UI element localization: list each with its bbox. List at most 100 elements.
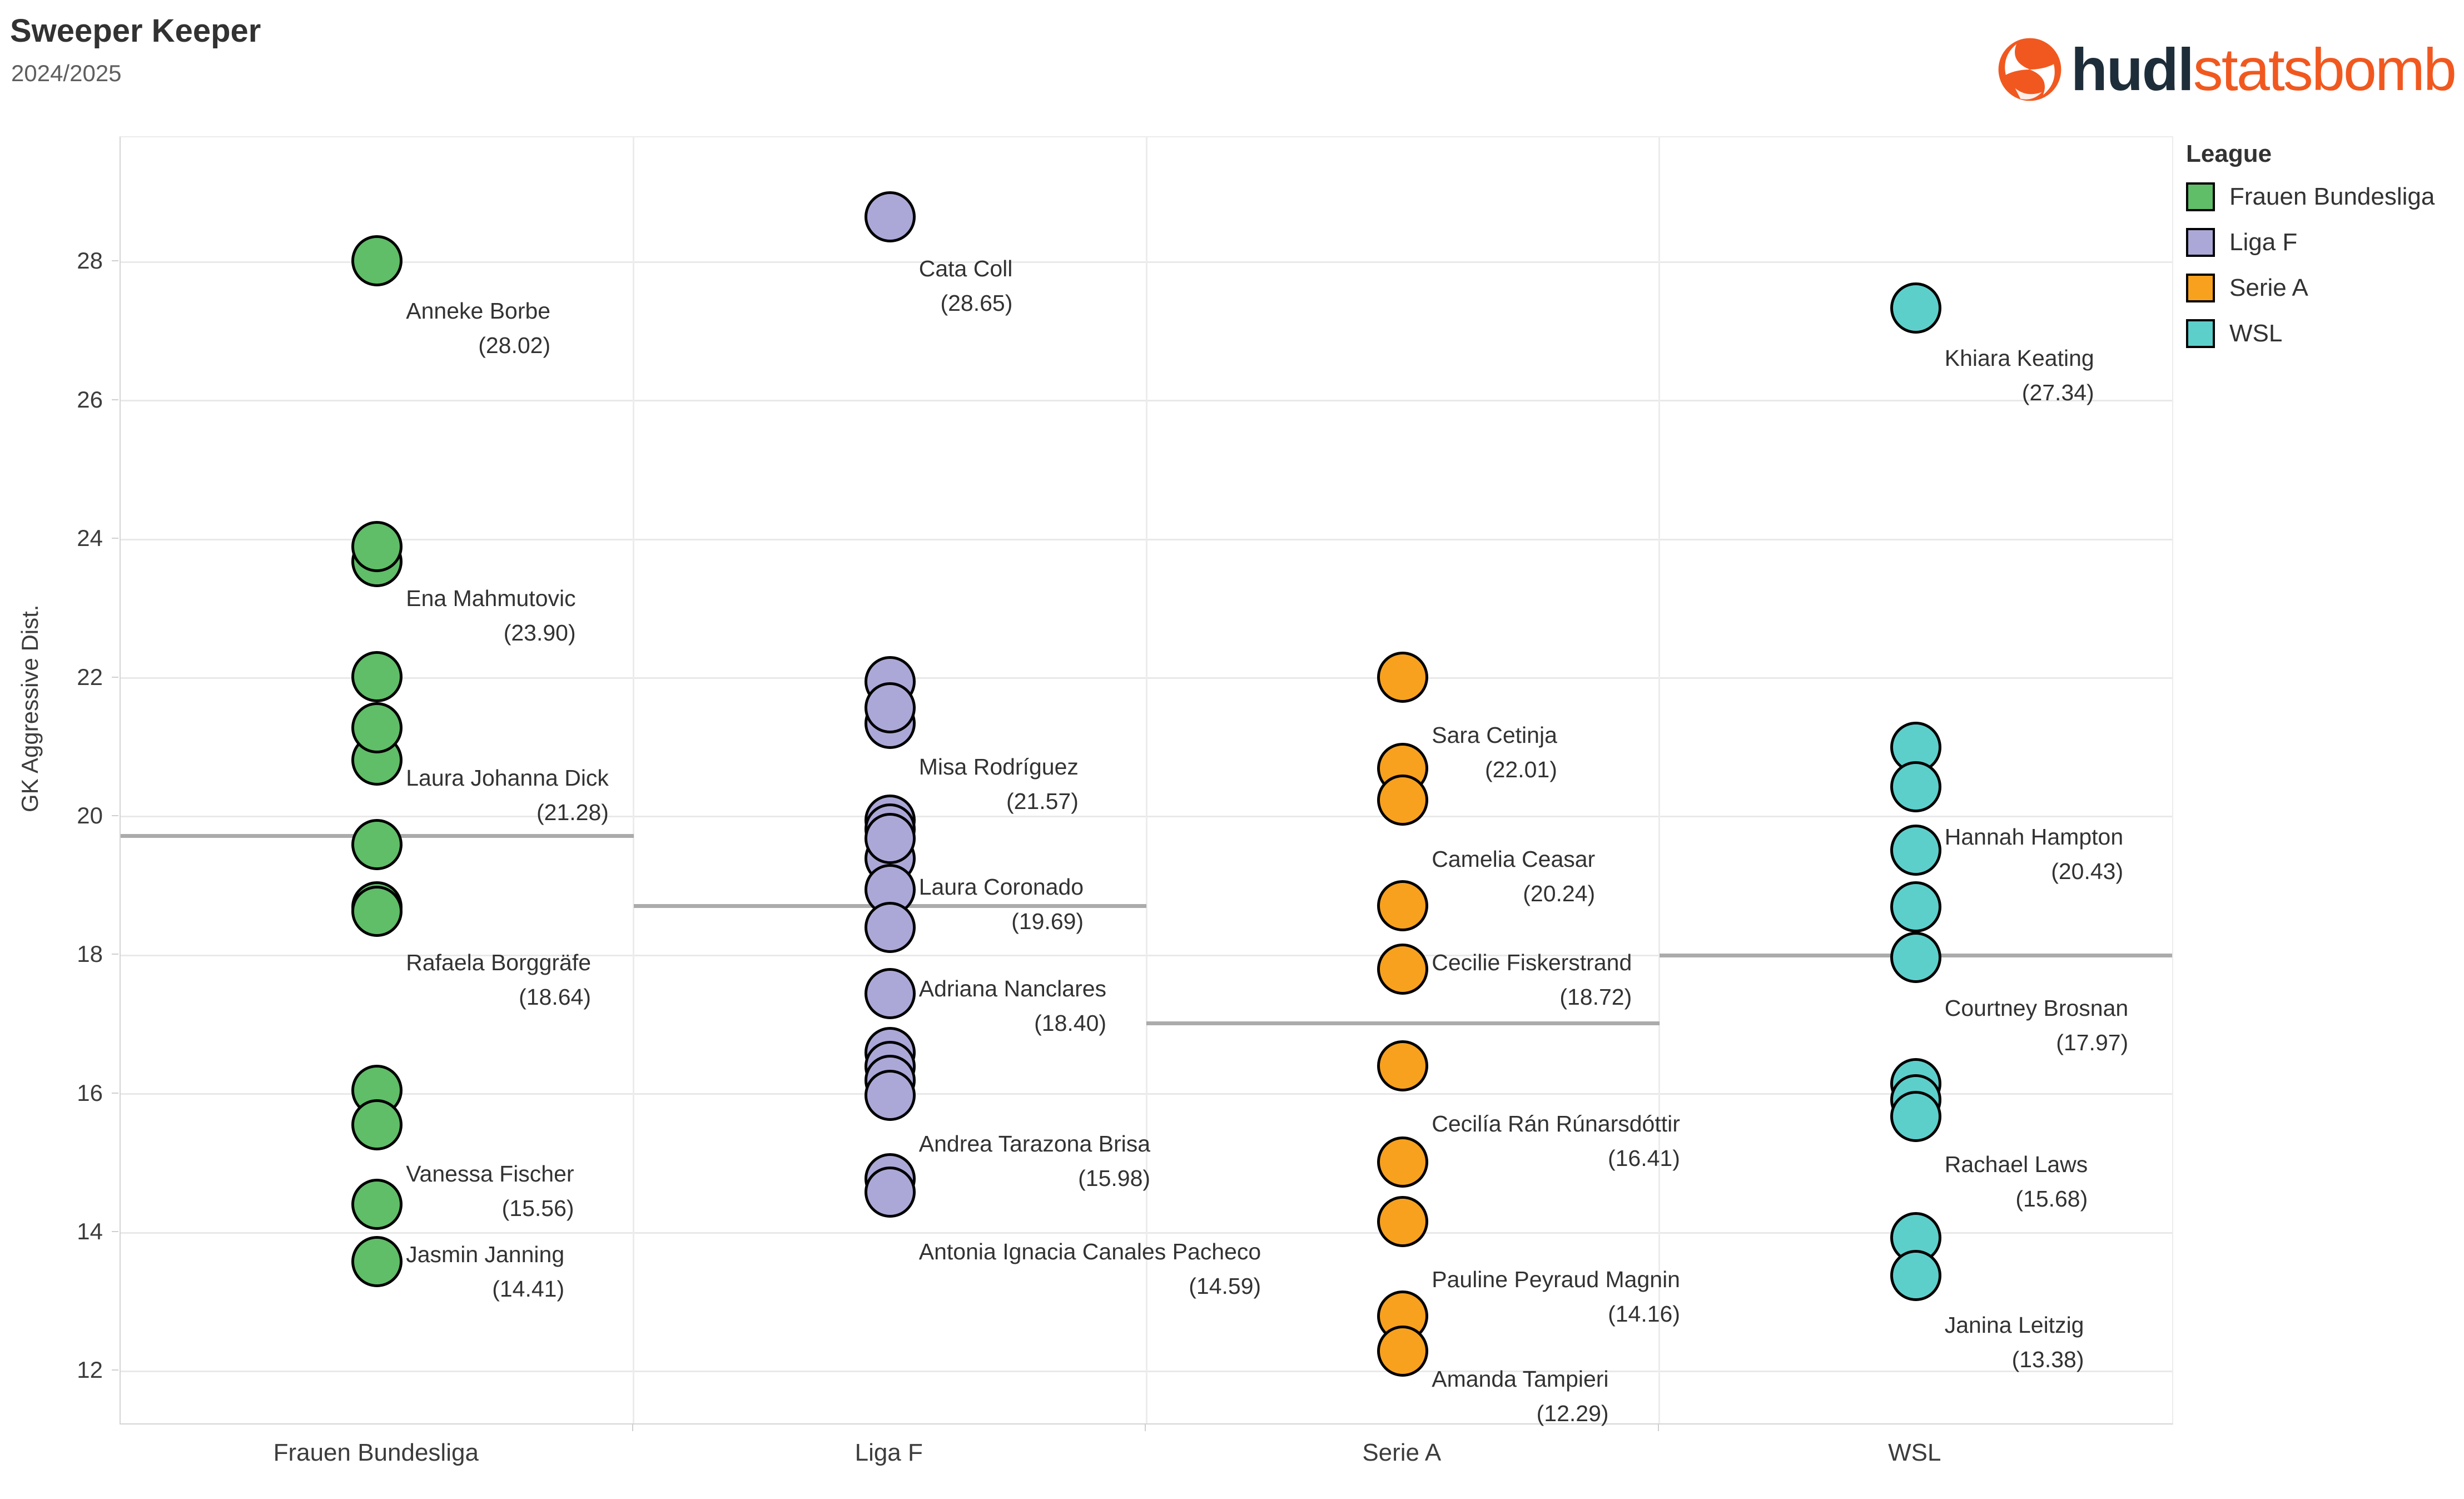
data-point-label: Adriana Nanclares (18.40)	[919, 971, 1106, 1040]
data-point[interactable]	[1890, 881, 1941, 933]
data-point[interactable]	[1377, 1326, 1429, 1377]
plot-area: Anneke Borbe (28.02) Ena Mahmutovic (23.90)…	[120, 136, 2173, 1426]
legend-item-frauen-bundesliga[interactable]: Frauen Bundesliga	[2186, 182, 2435, 211]
data-point-label: Courtney Brosnan (17.97)	[1945, 991, 2128, 1060]
legend-swatch-icon	[2186, 228, 2215, 257]
player-name: Vanessa Fischer	[406, 1161, 574, 1187]
data-point[interactable]	[1377, 1136, 1429, 1188]
data-point-label: Cecilía Rán Rúnarsdóttir (16.41)	[1432, 1106, 1680, 1175]
data-point[interactable]	[1890, 932, 1941, 984]
data-point[interactable]	[351, 702, 403, 754]
player-value: (23.90)	[503, 620, 576, 646]
data-point[interactable]	[1890, 1250, 1941, 1302]
legend-swatch-icon	[2186, 319, 2215, 348]
data-point-label: Janina Leitzig (13.38)	[1945, 1308, 2084, 1377]
data-point[interactable]	[1890, 1090, 1941, 1142]
player-name: Camelia Ceasar	[1432, 846, 1596, 872]
player-value: (22.01)	[1484, 756, 1557, 782]
x-axis-label: WSL	[1888, 1439, 1941, 1466]
data-point[interactable]	[1377, 1040, 1429, 1091]
player-name: Cata Coll	[918, 255, 1013, 281]
data-point-label: Rafaela Borggräfe (18.64)	[406, 945, 591, 1014]
player-name: Jasmin Janning	[406, 1241, 565, 1267]
data-point[interactable]	[351, 520, 403, 572]
column-separator	[1145, 137, 1147, 1423]
y-tick-mark	[112, 260, 118, 262]
player-value: (13.38)	[2011, 1346, 2084, 1372]
y-tick-mark	[112, 954, 118, 955]
player-name: Anneke Borbe	[406, 297, 551, 324]
player-name: Rachael Laws	[1944, 1151, 2088, 1177]
player-value: (28.02)	[478, 332, 551, 358]
y-tick-label: 22	[77, 663, 103, 690]
player-name: Laura Coronado	[918, 873, 1084, 900]
data-point[interactable]	[1890, 282, 1941, 334]
data-point[interactable]	[351, 651, 403, 703]
player-value: (16.41)	[1607, 1145, 1680, 1172]
y-tick-mark	[112, 1369, 118, 1371]
data-point[interactable]	[864, 967, 916, 1019]
data-point[interactable]	[1377, 944, 1429, 995]
player-value: (18.40)	[1034, 1010, 1107, 1036]
player-value: (15.56)	[501, 1195, 574, 1222]
data-point-label: Vanessa Fischer (15.56)	[406, 1156, 574, 1225]
legend-swatch-icon	[2186, 274, 2215, 302]
player-name: Rafaela Borggräfe	[406, 949, 592, 975]
player-name: Amanda Tampieri	[1432, 1366, 1609, 1392]
data-point[interactable]	[351, 1236, 403, 1288]
data-point[interactable]	[1890, 761, 1941, 813]
y-tick-label: 14	[77, 1218, 103, 1245]
y-tick-label: 20	[77, 802, 103, 828]
y-tick-label: 16	[77, 1079, 103, 1106]
hudl-wordmark: hudl	[2070, 36, 2194, 103]
data-point[interactable]	[351, 818, 403, 870]
data-point[interactable]	[864, 1070, 916, 1121]
data-point[interactable]	[864, 812, 916, 864]
data-point-label: Cecilie Fiskerstrand (18.72)	[1432, 945, 1632, 1014]
player-value: (28.65)	[940, 290, 1013, 316]
x-tick-mark	[632, 1423, 633, 1431]
mean-reference-line	[1146, 1021, 1660, 1026]
player-value: (20.43)	[2051, 858, 2124, 885]
data-point[interactable]	[864, 682, 916, 734]
data-point-label: Rachael Laws (15.68)	[1945, 1147, 2088, 1216]
legend-item-serie-a[interactable]: Serie A	[2186, 274, 2435, 302]
data-point[interactable]	[1377, 652, 1429, 703]
data-point[interactable]	[351, 885, 403, 937]
data-point[interactable]	[864, 902, 916, 954]
page-title: Sweeper Keeper	[10, 13, 261, 49]
data-point[interactable]	[1890, 824, 1941, 876]
page-subtitle: 2024/2025	[11, 60, 122, 86]
data-point-label: Amanda Tampieri (12.29)	[1432, 1362, 1608, 1431]
data-point[interactable]	[1377, 1196, 1429, 1248]
player-name: Cecilie Fiskerstrand	[1432, 949, 1632, 975]
player-value: (20.24)	[1523, 881, 1596, 907]
player-value: (14.16)	[1608, 1301, 1680, 1327]
legend-item-liga-f[interactable]: Liga F	[2186, 228, 2435, 257]
column-separator	[633, 137, 634, 1423]
y-axis-title: GK Aggressive Dist.	[17, 604, 43, 812]
statsbomb-wordmark: statsbomb	[2193, 36, 2457, 103]
player-name: Cecilía Rán Rúnarsdóttir	[1432, 1111, 1680, 1137]
data-point[interactable]	[351, 235, 403, 286]
player-name: Pauline Peyraud Magnin	[1432, 1266, 1680, 1292]
data-point-label: Anneke Borbe (28.02)	[406, 294, 550, 363]
data-point[interactable]	[864, 1166, 916, 1218]
player-value: (17.97)	[2056, 1030, 2129, 1056]
data-point[interactable]	[351, 1099, 403, 1150]
data-point[interactable]	[864, 191, 916, 243]
y-tick-label: 24	[77, 525, 103, 552]
player-name: Antonia Ignacia Canales Pacheco	[918, 1238, 1261, 1264]
legend-item-wsl[interactable]: WSL	[2186, 319, 2435, 348]
data-point-label: Antonia Ignacia Canales Pacheco (14.59)	[919, 1234, 1261, 1303]
data-point[interactable]	[351, 1178, 403, 1230]
player-value: (15.68)	[2015, 1185, 2088, 1212]
player-value: (14.41)	[492, 1275, 565, 1302]
data-point[interactable]	[1377, 880, 1429, 931]
y-tick-mark	[112, 399, 118, 400]
player-value: (27.34)	[2021, 379, 2094, 405]
x-axis-label: Serie A	[1362, 1439, 1442, 1466]
player-name: Andrea Tarazona Brisa	[918, 1131, 1151, 1157]
data-point-label: Hannah Hampton (20.43)	[1945, 820, 2123, 889]
data-point[interactable]	[1377, 775, 1429, 826]
